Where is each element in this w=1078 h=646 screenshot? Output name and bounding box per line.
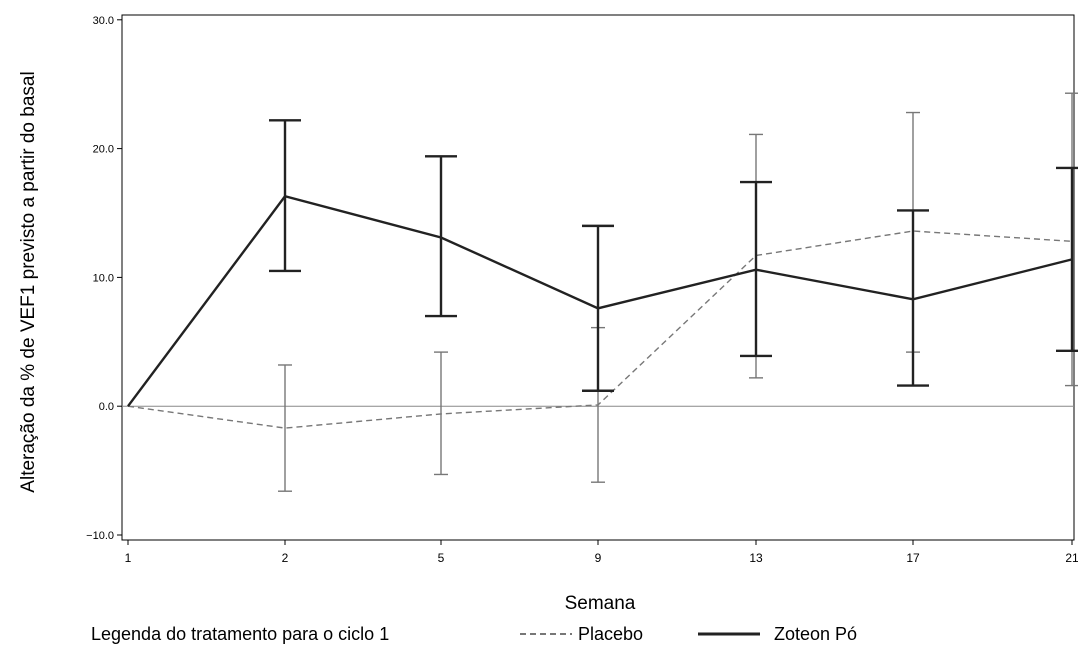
plot-area: −10.0 0.0 10.0 20.0 30.0 1 2 5 9 13 17 21 bbox=[86, 14, 1078, 565]
x-tick-label: 21 bbox=[1065, 551, 1078, 565]
y-tick-label: 20.0 bbox=[93, 144, 114, 156]
x-axis-label: Semana bbox=[565, 593, 636, 614]
x-tick-label: 17 bbox=[906, 551, 920, 565]
y-tick-label: 30.0 bbox=[93, 15, 114, 27]
legend-title: Legenda do tratamento para o ciclo 1 bbox=[91, 624, 389, 644]
y-tick-label: 10.0 bbox=[93, 272, 114, 284]
x-tick-label: 2 bbox=[282, 551, 289, 565]
legend: Legenda do tratamento para o ciclo 1 Pla… bbox=[91, 624, 857, 644]
zoteon-series-line bbox=[127, 194, 1073, 407]
x-tick-label: 13 bbox=[749, 551, 763, 565]
x-tick-label: 1 bbox=[125, 551, 132, 565]
x-tick-label: 5 bbox=[438, 551, 445, 565]
y-tick-label: −10.0 bbox=[86, 530, 114, 542]
x-tick-label: 9 bbox=[595, 551, 602, 565]
legend-placebo-label: Placebo bbox=[578, 624, 643, 644]
y-axis-label: Alteração da % de VEF1 previsto a partir… bbox=[18, 71, 39, 492]
y-tick-label: 0.0 bbox=[99, 401, 114, 413]
legend-zoteon-label: Zoteon Pó bbox=[774, 624, 857, 644]
placebo-series-line bbox=[127, 230, 1073, 429]
